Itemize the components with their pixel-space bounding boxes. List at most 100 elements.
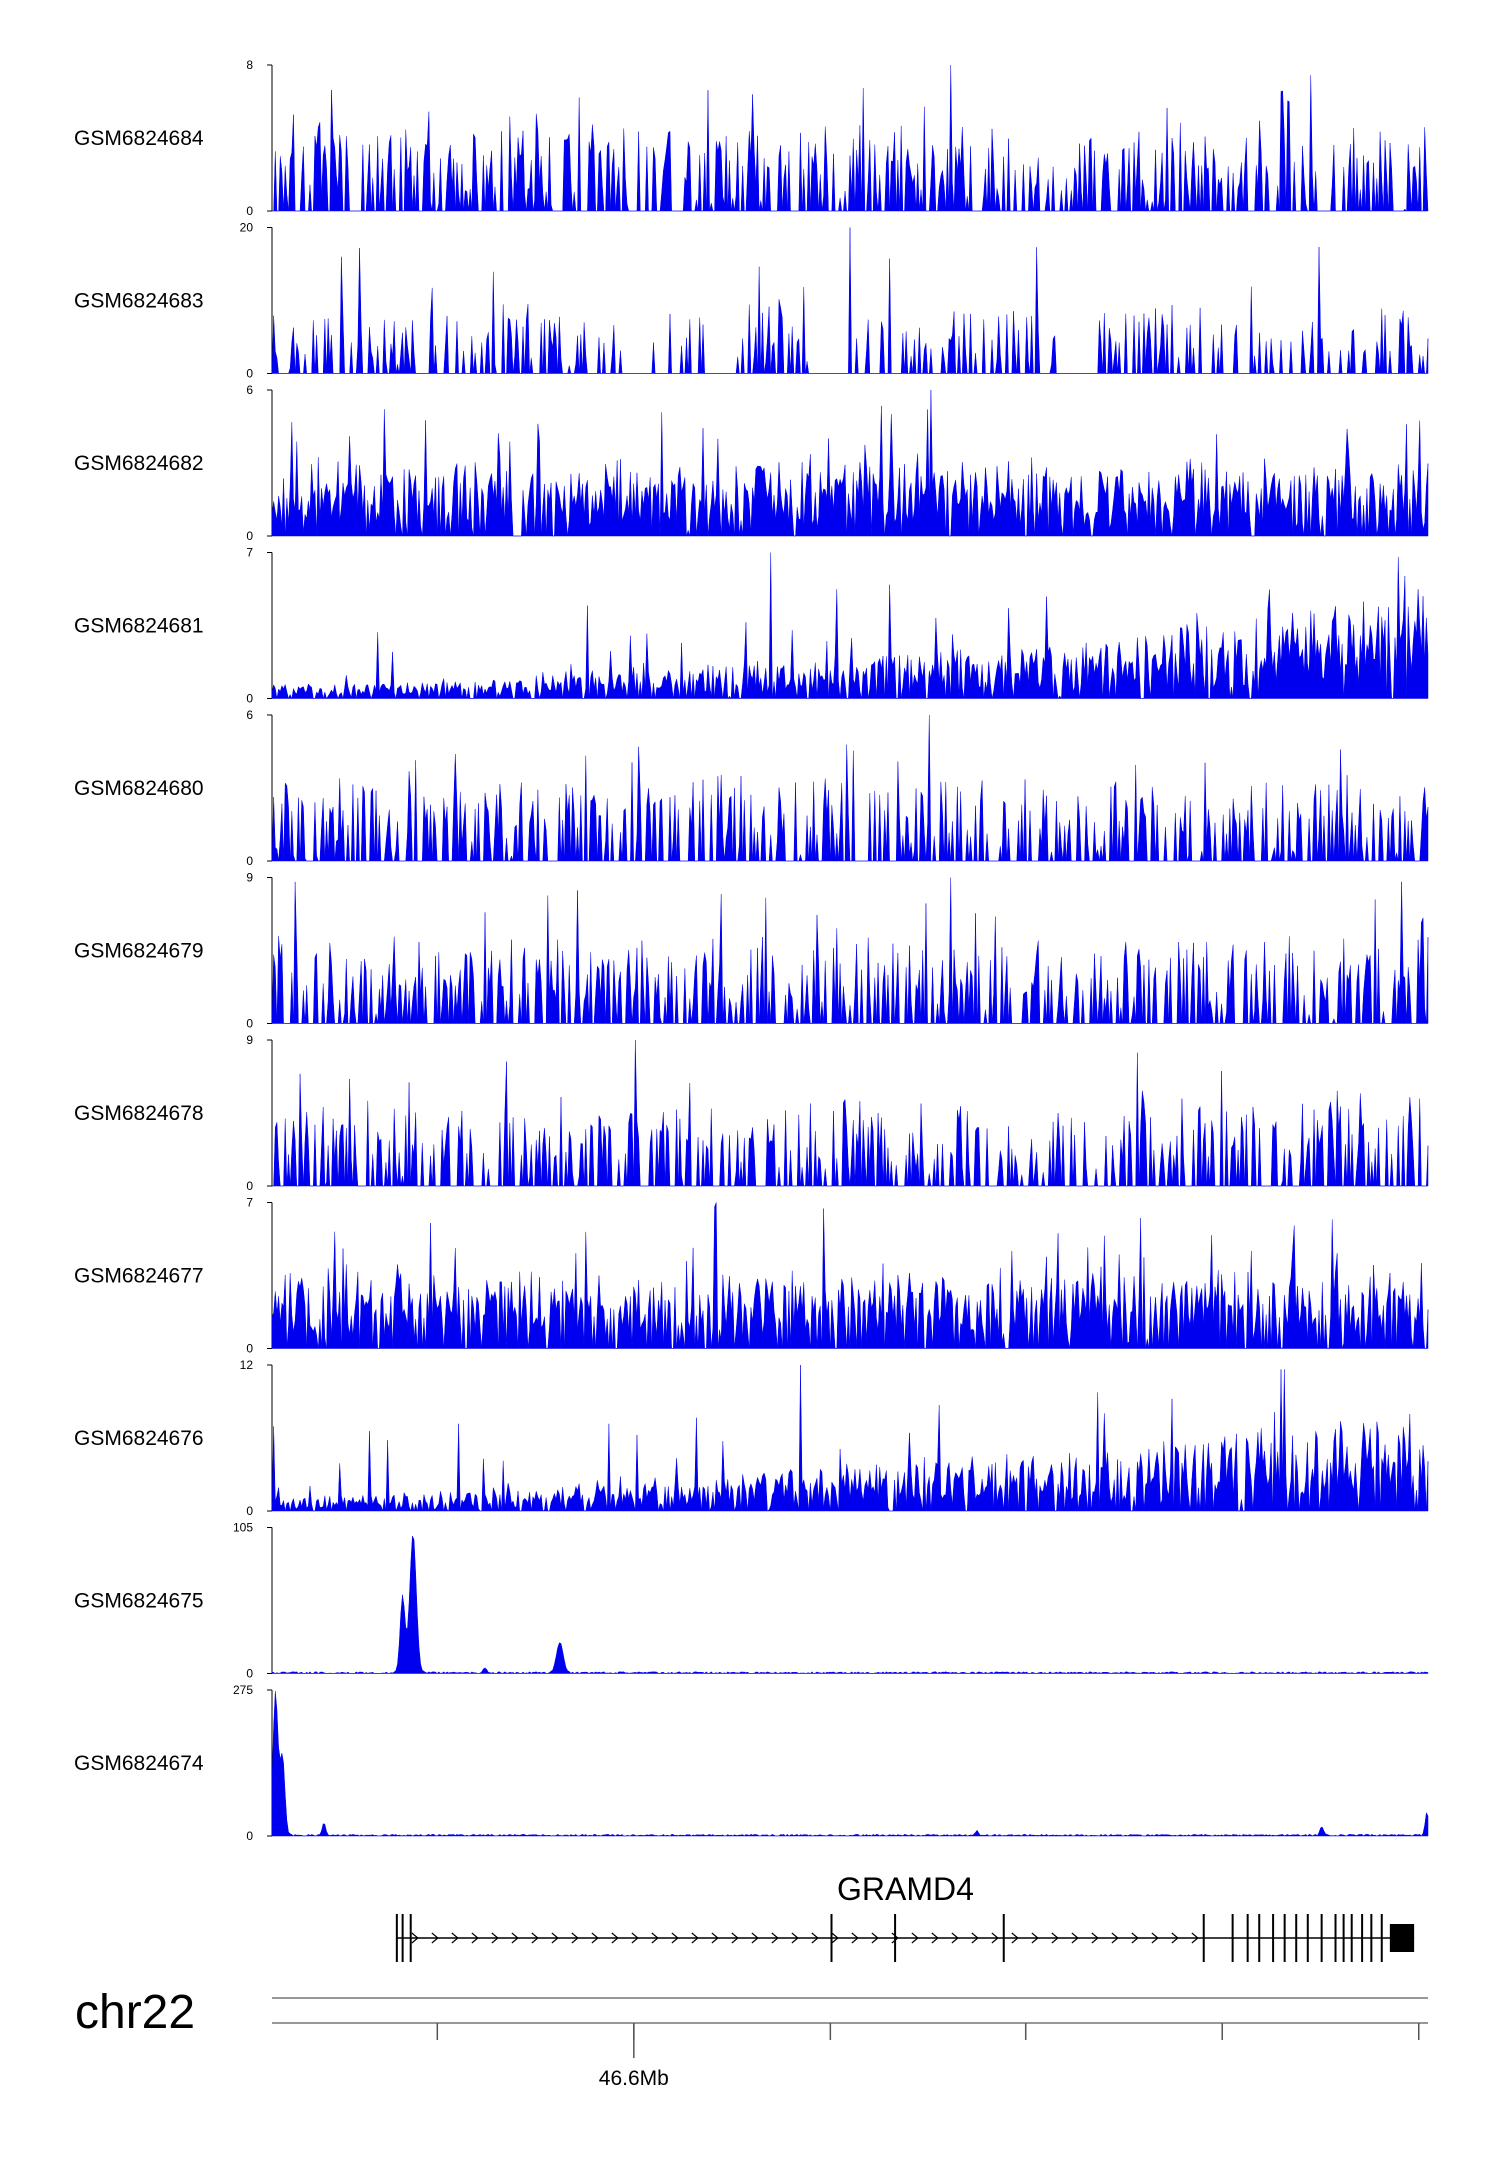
strand-arrow-icon [831, 1932, 839, 1944]
strand-arrow-icon [1131, 1932, 1139, 1944]
y-max-label: 6 [246, 708, 253, 722]
y-max-label: 6 [246, 383, 253, 397]
coverage-area [272, 1039, 1429, 1187]
coverage-area [271, 552, 1429, 700]
track-GSM6824675: GSM6824675 105 0 [74, 1521, 1429, 1681]
strand-arrow-icon [511, 1932, 519, 1944]
track-GSM6824683: GSM6824683 20 0 [74, 221, 1429, 381]
strand-arrow-icon [731, 1932, 739, 1944]
strand-arrow-icon [1111, 1932, 1119, 1944]
coverage-area [271, 1364, 1429, 1512]
track-label: GSM6824681 [74, 615, 204, 638]
y-min-label: 0 [246, 1667, 253, 1681]
strand-arrow-icon [591, 1932, 599, 1944]
chromosome-axis: chr22 46.6Mb [75, 1986, 1428, 2090]
strand-arrow-icon [771, 1932, 779, 1944]
strand-arrow-icon [991, 1932, 999, 1944]
strand-arrow-icon [691, 1932, 699, 1944]
strand-arrow-icon [411, 1932, 419, 1944]
track-label: GSM6824684 [74, 127, 204, 150]
chromosome-label: chr22 [75, 1986, 195, 2039]
coverage-area [271, 389, 1429, 537]
coverage-area [271, 227, 1429, 374]
strand-arrow-icon [951, 1932, 959, 1944]
strand-arrow-icon [1071, 1932, 1079, 1944]
strand-arrow-icon [531, 1932, 539, 1944]
strand-arrow-icon [891, 1932, 899, 1944]
y-max-label: 12 [240, 1358, 254, 1372]
track-label: GSM6824682 [74, 452, 204, 475]
strand-arrow-icon [1151, 1932, 1159, 1944]
strand-arrow-icon [551, 1932, 559, 1944]
strand-arrow-icon [571, 1932, 579, 1944]
y-min-label: 0 [246, 367, 253, 381]
y-min-label: 0 [246, 1504, 253, 1518]
track-GSM6824678: GSM6824678 9 0 [74, 1033, 1429, 1193]
track-GSM6824682: GSM6824682 6 0 [74, 383, 1429, 543]
strand-arrow-icon [611, 1932, 619, 1944]
track-GSM6824674: GSM6824674 275 0 [74, 1683, 1429, 1843]
strand-arrow-icon [851, 1932, 859, 1944]
y-min-label: 0 [246, 1017, 253, 1031]
strand-arrow-icon [711, 1932, 719, 1944]
strand-arrow-icon [631, 1932, 639, 1944]
strand-arrow-icon [1051, 1932, 1059, 1944]
track-GSM6824677: GSM6824677 7 0 [74, 1196, 1429, 1356]
strand-arrow-icon [671, 1932, 679, 1944]
strand-arrow-icon [431, 1932, 439, 1944]
y-min-label: 0 [246, 204, 253, 218]
strand-arrow-icon [651, 1932, 659, 1944]
strand-arrow-icon [931, 1932, 939, 1944]
coverage-area [271, 1535, 1429, 1674]
y-max-label: 9 [246, 1033, 253, 1047]
strand-arrow-icon [471, 1932, 479, 1944]
coverage-area [271, 714, 1429, 862]
y-max-label: 275 [233, 1683, 253, 1697]
strand-arrow-icon [971, 1932, 979, 1944]
strand-arrow-icon [811, 1932, 819, 1944]
strand-arrow-icon [1191, 1932, 1199, 1944]
y-min-label: 0 [246, 1342, 253, 1356]
strand-arrow-icon [791, 1932, 799, 1944]
y-min-label: 0 [246, 692, 253, 706]
y-max-label: 105 [233, 1521, 253, 1535]
strand-arrow-icon [1011, 1932, 1019, 1944]
track-GSM6824680: GSM6824680 6 0 [74, 708, 1429, 868]
track-GSM6824676: GSM6824676 12 0 [74, 1358, 1429, 1518]
y-max-label: 8 [246, 58, 253, 72]
track-label: GSM6824674 [74, 1752, 204, 1775]
coverage-area [271, 877, 1429, 1024]
strand-arrow-icon [911, 1932, 919, 1944]
strand-arrow-icon [871, 1932, 879, 1944]
coverage-area [271, 1202, 1429, 1349]
gene-last-exon [1389, 1924, 1415, 1952]
gene-track: GRAMD4 [395, 1871, 1415, 1962]
track-GSM6824684: GSM6824684 8 0 [74, 58, 1429, 218]
track-GSM6824679: GSM6824679 9 0 [74, 871, 1429, 1031]
y-min-label: 0 [246, 854, 253, 868]
track-label: GSM6824677 [74, 1265, 204, 1288]
coverage-area [271, 1690, 1429, 1837]
coverage-area [272, 64, 1429, 212]
track-label: GSM6824676 [74, 1427, 204, 1450]
strand-arrow-icon [1091, 1932, 1099, 1944]
track-label: GSM6824683 [74, 290, 204, 313]
track-GSM6824681: GSM6824681 7 0 [74, 546, 1429, 706]
strand-arrow-icon [451, 1932, 459, 1944]
strand-arrow-icon [1031, 1932, 1039, 1944]
strand-arrow-icon [1171, 1932, 1179, 1944]
track-label: GSM6824675 [74, 1590, 204, 1613]
track-label: GSM6824678 [74, 1102, 204, 1125]
y-max-label: 7 [246, 546, 253, 560]
gene-name-label: GRAMD4 [837, 1871, 974, 1907]
coverage-tracks: GSM682468480GSM6824683200GSM682468260GSM… [74, 58, 1429, 1843]
y-max-label: 20 [240, 221, 254, 235]
track-label: GSM6824680 [74, 777, 204, 800]
strand-arrow-icon [491, 1932, 499, 1944]
y-min-label: 0 [246, 529, 253, 543]
y-min-label: 0 [246, 1829, 253, 1843]
y-max-label: 7 [246, 1196, 253, 1210]
y-max-label: 9 [246, 871, 253, 885]
track-label: GSM6824679 [74, 940, 204, 963]
